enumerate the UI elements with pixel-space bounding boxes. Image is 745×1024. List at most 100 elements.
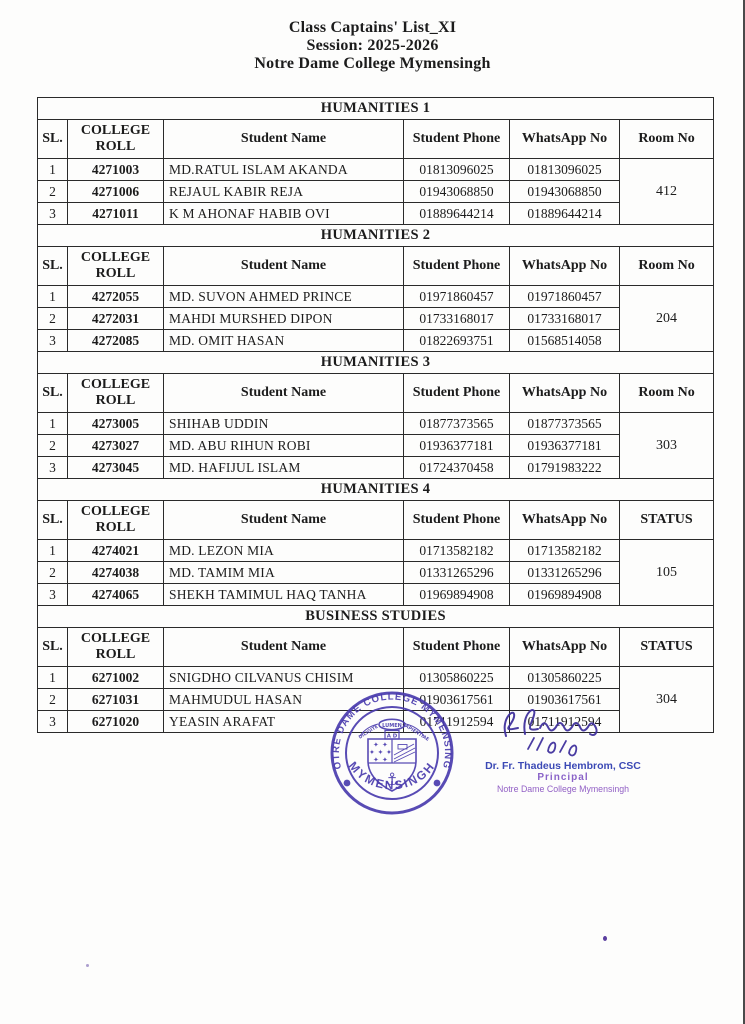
- svg-text:✦: ✦: [369, 749, 375, 757]
- document-header: Class Captains' List_XI Session: 2025-20…: [0, 19, 745, 73]
- cell-roll: 4272085: [67, 329, 164, 352]
- column-header: SL.: [37, 373, 68, 413]
- page-title: Class Captains' List_XI: [288, 19, 457, 36]
- cell-roll: 4273045: [67, 456, 164, 479]
- session-line: Session: 2025-2026: [306, 37, 439, 54]
- cell-whatsapp: 01903617561: [509, 688, 620, 711]
- svg-text:✦: ✦: [373, 756, 379, 764]
- section-humanities-1: HUMANITIES 1 SL. COLLEGE ROLL Student Name S…: [36, 97, 715, 225]
- cell-whatsapp: 01936377181: [509, 434, 620, 457]
- cell-name: MD. LEZON MIA: [163, 539, 404, 562]
- room-cell: 412: [618, 158, 715, 225]
- column-header: Student Name: [163, 119, 404, 159]
- seal-icon: NOTRE DAME COLLEGE MYMENSINGH MYMENSINGH…: [318, 683, 454, 815]
- table-row: 2 4272031 MAHDI MURSHED DIPON 01733168017 01…: [37, 307, 714, 330]
- column-header: SL.: [37, 627, 68, 667]
- stamp-motto-left: DILIGITE: [358, 724, 380, 741]
- column-header: Room No: [618, 119, 715, 159]
- captains-table: HUMANITIES 1 SL. COLLEGE ROLL Student Name S…: [36, 97, 715, 733]
- cell-sl: 3: [37, 456, 68, 479]
- cell-sl: 2: [37, 561, 68, 584]
- section-title: HUMANITIES 3: [36, 351, 715, 374]
- cell-roll: 4272031: [67, 307, 164, 330]
- cell-whatsapp: 01969894908: [509, 583, 620, 606]
- cell-sl: 2: [37, 434, 68, 457]
- table-row: 1 4273005 SHIHAB UDDIN 01877373565 018773735…: [37, 412, 715, 479]
- column-header: WhatsApp No: [509, 500, 620, 540]
- cell-phone: 01822693751: [403, 329, 510, 352]
- ink-speck: [603, 936, 607, 941]
- college-seal-stamp: NOTRE DAME COLLEGE MYMENSINGH MYMENSINGH…: [318, 683, 462, 817]
- cell-name: K M AHONAF HABIB OVI: [163, 202, 404, 225]
- cell-name: SNIGDHO CILVANUS CHISIM: [163, 666, 404, 689]
- column-header: COLLEGE ROLL: [67, 373, 164, 413]
- cell-sl: 1: [37, 158, 68, 181]
- cell-name: MD. SUVON AHMED PRINCE: [163, 285, 404, 308]
- cell-phone: 01969894908: [403, 583, 510, 606]
- cell-sl: 1: [37, 666, 68, 689]
- table-row: 1 4272055 MD. SUVON AHMED PRINCE 0197186045…: [37, 285, 715, 352]
- cell-roll: 4274065: [67, 583, 164, 606]
- column-header: COLLEGE ROLL: [67, 500, 164, 540]
- table-row: 3 4273045 MD. HAFIJUL ISLAM 01724370458 0179…: [37, 456, 714, 479]
- cell-roll: 4273027: [67, 434, 164, 457]
- cell-phone: 01943068850: [403, 180, 510, 203]
- table-row: 1 6271002 SNIGDHO CILVANUS CHISIM 013058602…: [37, 666, 715, 733]
- cell-whatsapp: 01568514058: [509, 329, 620, 352]
- column-header: STATUS: [618, 500, 715, 540]
- column-header: WhatsApp No: [509, 119, 620, 159]
- cell-sl: 3: [37, 583, 68, 606]
- svg-text:✦: ✦: [382, 756, 388, 764]
- table-row: 2 4271006 REJAUL KABIR REJA 01943068850 0194…: [37, 180, 714, 203]
- cell-whatsapp: 01943068850: [509, 180, 620, 203]
- section-humanities-3: HUMANITIES 3 SL. COLLEGE ROLL Student Name S…: [36, 351, 715, 479]
- cell-name: MD. HAFIJUL ISLAM: [163, 456, 404, 479]
- cell-name: MD.RATUL ISLAM AKANDA: [163, 158, 404, 181]
- column-header: Student Phone: [403, 373, 510, 413]
- column-header: WhatsApp No: [509, 373, 620, 413]
- cell-whatsapp: 01305860225: [509, 666, 620, 689]
- principal-role: Principal: [537, 772, 589, 783]
- column-header: STATUS: [618, 627, 715, 667]
- column-header: Room No: [618, 373, 715, 413]
- table-row: 1 4274021 MD. LEZON MIA 01713582182 01713582…: [37, 539, 715, 606]
- cell-sl: 2: [37, 688, 68, 711]
- cell-sl: 1: [37, 285, 68, 308]
- section-humanities-4: HUMANITIES 4 SL. COLLEGE ROLL Student Name S…: [36, 478, 715, 606]
- svg-text:✦: ✦: [378, 749, 384, 757]
- cell-name: MAHDI MURSHED DIPON: [163, 307, 404, 330]
- cell-sl: 2: [37, 307, 68, 330]
- section-title: BUSINESS STUDIES: [36, 605, 715, 628]
- cell-phone: 01971860457: [403, 285, 510, 308]
- table-row: 1 4271003 MD.RATUL ISLAM AKANDA 01813096025…: [37, 158, 715, 225]
- cell-phone: 01305860225: [403, 666, 510, 689]
- column-header: WhatsApp No: [509, 246, 620, 286]
- cell-whatsapp: 01877373565: [509, 412, 620, 435]
- column-header: COLLEGE ROLL: [67, 119, 164, 159]
- crest-shield-icon: [359, 718, 425, 792]
- stamp-left-dot: [343, 779, 351, 787]
- cell-sl: 1: [37, 412, 68, 435]
- scan-edge-artifact: [743, 0, 745, 1024]
- column-header: WhatsApp No: [509, 627, 620, 667]
- cell-phone: 01936377181: [403, 434, 510, 457]
- table-row: 3 4271011 K M AHONAF HABIB OVI 01889644214 0…: [37, 202, 714, 225]
- cell-phone: 01724370458: [403, 456, 510, 479]
- cell-phone: 01733168017: [403, 307, 510, 330]
- room-cell: 303: [618, 412, 715, 479]
- column-header: Student Phone: [403, 627, 510, 667]
- cell-roll: 4273005: [67, 412, 164, 435]
- column-header: SL.: [37, 500, 68, 540]
- room-cell: 204: [618, 285, 715, 352]
- stamp-right-dot: [433, 779, 441, 787]
- table-row: 3 6271020 YEASIN ARAFAT 01711912594 01711912…: [37, 710, 714, 733]
- principal-org: Notre Dame College Mymensingh: [496, 784, 629, 794]
- column-header: Student Phone: [403, 500, 510, 540]
- column-header: COLLEGE ROLL: [67, 627, 164, 667]
- principal-name: Dr. Fr. Thadeus Hembrom, CSC: [485, 760, 641, 772]
- room-cell: 105: [618, 539, 715, 606]
- tables-container: HUMANITIES 1 SL. COLLEGE ROLL Student Name S…: [36, 97, 715, 733]
- cell-whatsapp: 01813096025: [509, 158, 620, 181]
- cell-name: SHIHAB UDDIN: [163, 412, 404, 435]
